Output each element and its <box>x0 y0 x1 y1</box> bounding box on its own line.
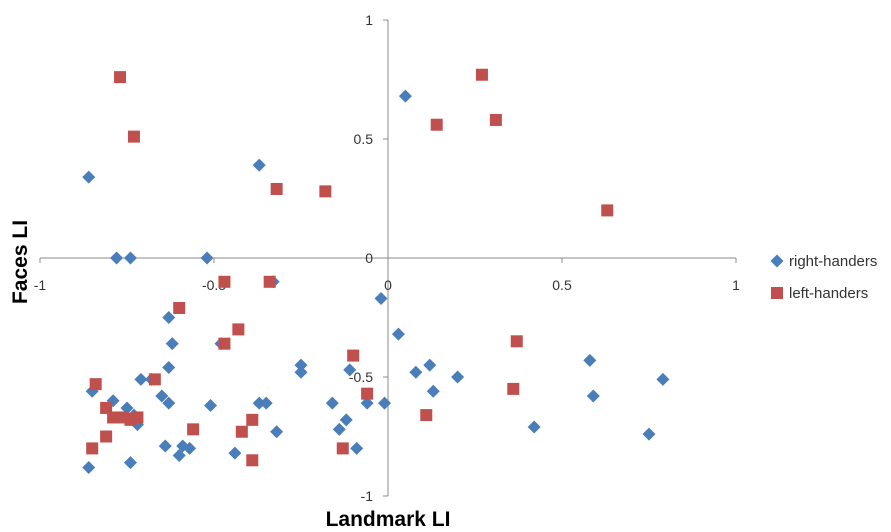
data-point-diamond <box>391 327 405 341</box>
data-point-square <box>114 71 127 84</box>
data-point-square <box>510 335 523 348</box>
data-point-square <box>246 454 259 467</box>
data-point-diamond <box>426 384 440 398</box>
data-point-diamond <box>409 365 423 379</box>
data-point-square <box>131 411 144 424</box>
data-point-diamond <box>172 449 186 463</box>
data-point-diamond <box>398 89 412 103</box>
data-point-square <box>107 411 120 424</box>
data-point-diamond <box>294 358 308 372</box>
data-point-diamond <box>350 441 364 455</box>
data-point-diamond <box>155 389 169 403</box>
data-point-square <box>475 68 488 81</box>
y-tick-label: -1 <box>361 488 374 504</box>
data-point-diamond <box>252 158 266 172</box>
data-point-square <box>319 185 332 198</box>
legend-marker-right-handers <box>770 254 784 268</box>
data-point-square <box>420 409 433 422</box>
data-point-diamond <box>165 337 179 351</box>
data-point-diamond <box>162 311 176 324</box>
data-point-square <box>232 323 245 336</box>
series-right-handers <box>82 89 670 474</box>
legend-label-left-handers: left-handers <box>789 285 868 302</box>
data-point-square <box>263 275 276 288</box>
data-point-diamond <box>82 460 96 474</box>
data-point-square <box>218 337 231 350</box>
data-point-square <box>235 425 248 438</box>
data-point-diamond <box>123 251 137 265</box>
x-tick-label: 0 <box>384 277 392 293</box>
data-point-diamond <box>270 425 284 439</box>
data-point-square <box>117 411 130 424</box>
data-point-square <box>270 182 283 195</box>
data-point-diamond <box>339 413 353 427</box>
x-tick-label: 0.5 <box>552 277 572 293</box>
y-tick-label: -0.5 <box>349 369 373 385</box>
data-point-diamond <box>583 353 597 367</box>
data-point-diamond <box>82 170 96 184</box>
data-point-square <box>173 301 186 314</box>
data-point-square <box>361 387 374 400</box>
data-point-diamond <box>183 441 197 455</box>
y-tick-label: 0 <box>365 250 373 266</box>
data-point-square <box>127 130 140 143</box>
legend-label-right-handers: right-handers <box>789 253 877 270</box>
data-point-square <box>100 430 113 443</box>
legend: right-handers left-handers <box>770 253 877 302</box>
data-point-square <box>430 118 443 131</box>
data-point-diamond <box>378 396 392 410</box>
legend-item-right-handers: right-handers <box>770 253 877 270</box>
data-point-square <box>89 378 102 391</box>
data-point-diamond <box>162 396 176 410</box>
x-axis-title: Landmark LI <box>326 508 451 531</box>
data-point-diamond <box>294 365 308 379</box>
data-point-square <box>100 401 113 414</box>
y-tick-label: 1 <box>365 12 373 28</box>
data-point-diamond <box>204 399 218 413</box>
data-point-diamond <box>120 401 134 415</box>
x-tick-label: 1 <box>732 277 740 293</box>
data-point-diamond <box>110 251 124 265</box>
data-point-diamond <box>259 396 273 410</box>
data-point-diamond <box>200 251 214 265</box>
data-point-square <box>218 275 231 288</box>
data-point-square <box>86 442 99 455</box>
data-point-diamond <box>123 456 137 470</box>
data-point-diamond <box>642 427 656 441</box>
data-point-diamond <box>423 358 437 372</box>
data-point-diamond <box>252 396 266 410</box>
x-tick-labels: -1 -0.5 0 0.5 1 <box>34 258 740 293</box>
data-point-square <box>336 442 349 455</box>
legend-marker-left-handers <box>771 287 783 299</box>
data-point-diamond <box>325 396 339 410</box>
data-point-diamond <box>228 446 242 460</box>
series-left-handers <box>86 68 614 467</box>
y-axis-title: Faces LI <box>9 220 32 304</box>
data-point-diamond <box>374 291 388 305</box>
y-tick-labels: 1 0.5 0 -0.5 -1 <box>349 12 388 504</box>
data-point-square <box>601 204 614 217</box>
data-point-square <box>347 349 360 362</box>
data-point-diamond <box>527 420 541 434</box>
x-tick-label: -1 <box>34 277 47 293</box>
y-tick-label: 0.5 <box>354 131 374 147</box>
data-point-diamond <box>158 439 172 453</box>
legend-item-left-handers: left-handers <box>771 285 868 302</box>
data-point-square <box>489 113 502 126</box>
data-point-square <box>148 373 161 386</box>
data-point-diamond <box>134 372 148 386</box>
data-point-diamond <box>332 422 346 436</box>
data-point-square <box>246 413 259 426</box>
data-point-diamond <box>586 389 600 403</box>
series-layer <box>82 68 670 474</box>
data-point-diamond <box>451 370 465 384</box>
data-point-diamond <box>360 396 374 410</box>
data-point-diamond <box>656 372 670 386</box>
data-point-square <box>187 423 200 436</box>
data-point-square <box>507 382 520 395</box>
data-point-diamond <box>343 363 357 377</box>
data-point-diamond <box>162 360 176 374</box>
